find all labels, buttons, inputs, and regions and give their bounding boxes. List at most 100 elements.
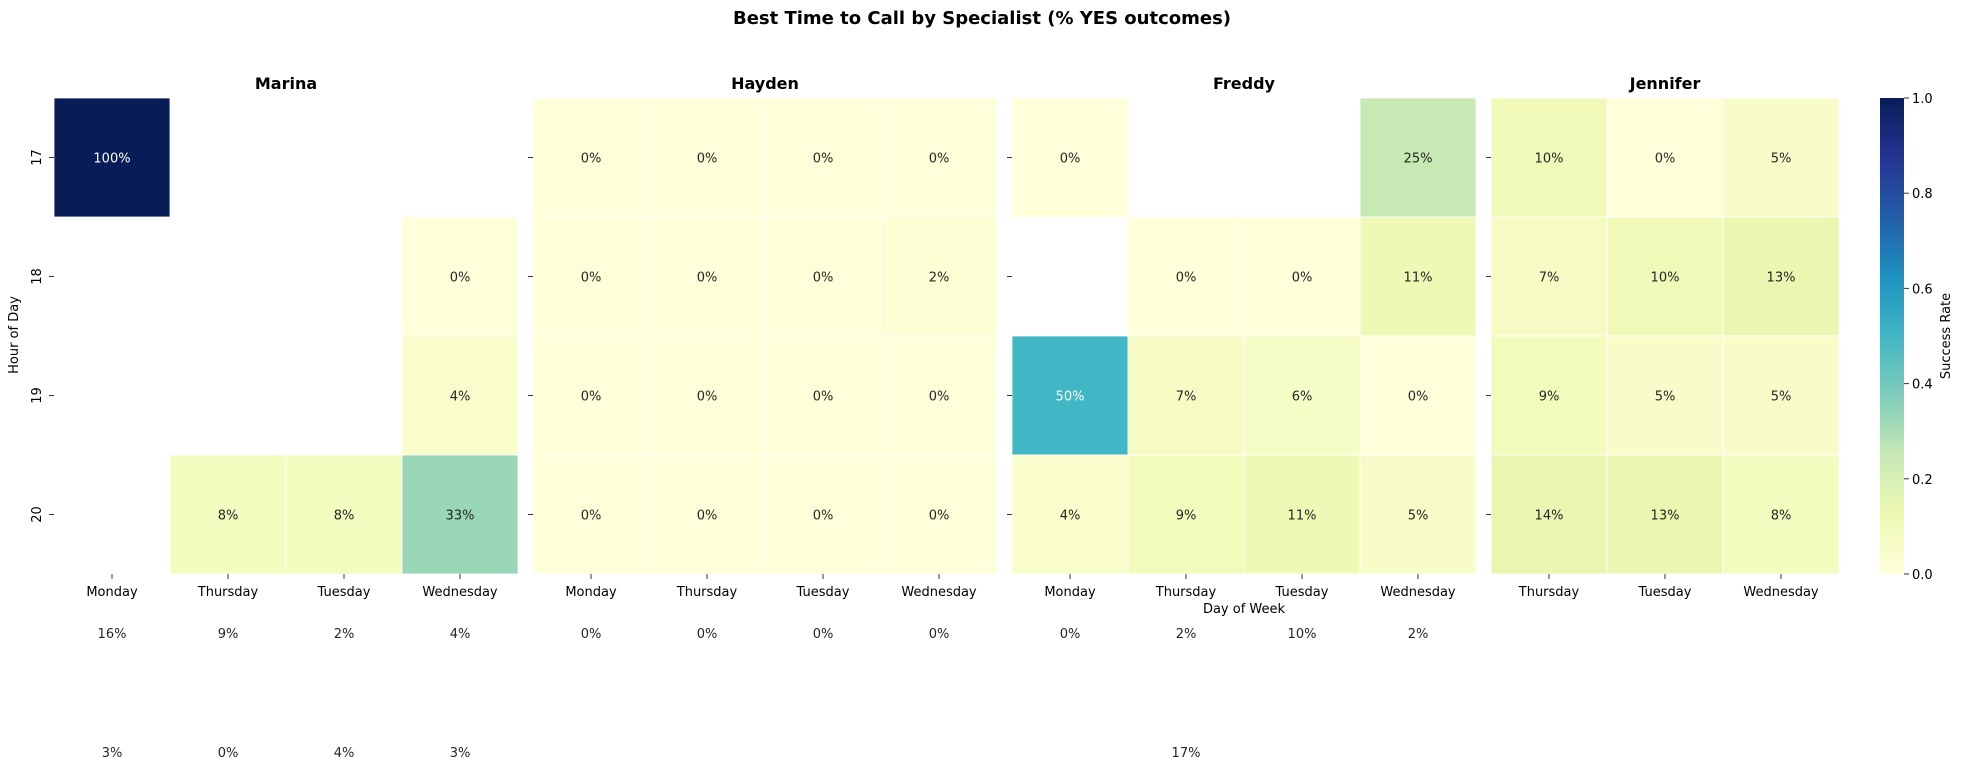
x-axis-label: Day of Week — [1203, 602, 1286, 617]
heatmap-panels: Marina 100% 0% 4% 8% 8% 33% Monday Thursday Tuesd… — [30, 74, 1840, 600]
cell-label: 0% — [813, 271, 834, 286]
cell-label: 50% — [1056, 390, 1085, 405]
cell-label: 13% — [1767, 271, 1796, 286]
y-tick-label: 19 — [30, 387, 45, 404]
cell-label: 0% — [697, 152, 718, 167]
cell-label: 0% — [697, 390, 718, 405]
heatmap-cell — [764, 454, 882, 575]
x-tick-label: Monday — [86, 585, 138, 600]
x-tick-label: Tuesday — [1638, 585, 1692, 600]
cell-label: 5% — [1655, 390, 1676, 405]
heatmap-cell — [532, 454, 650, 575]
cell-label: 14% — [1535, 509, 1564, 524]
heatmap-cell — [532, 216, 650, 337]
heatmap-cell — [169, 454, 287, 575]
cell-label: 0% — [450, 271, 471, 286]
overflow-label: 0% — [929, 627, 950, 642]
cell-label: 5% — [1771, 152, 1792, 167]
colorbar-tick-label: 0.4 — [1912, 378, 1933, 393]
cell-label: 13% — [1651, 509, 1680, 524]
colorbar: 0.0 0.2 0.4 0.6 0.8 1.0 Success Rate — [1880, 92, 1954, 583]
colorbar-tick-label: 0.2 — [1912, 473, 1933, 488]
heatmap-cell — [285, 454, 403, 575]
cell-label: 0% — [697, 271, 718, 286]
heatmap-cell — [53, 97, 171, 218]
panel-title: Hayden — [731, 74, 799, 93]
x-tick-label: Thursday — [1155, 585, 1217, 600]
overflow-label: 2% — [1176, 627, 1197, 642]
cell-label: 8% — [218, 509, 239, 524]
overflow-label: 2% — [334, 627, 355, 642]
cell-label: 25% — [1404, 152, 1433, 167]
heatmap-cell — [401, 216, 519, 337]
cell-label: 9% — [1539, 390, 1560, 405]
overflow-label: 0% — [581, 627, 602, 642]
cell-label: 33% — [446, 509, 475, 524]
cell-label: 7% — [1176, 390, 1197, 405]
overflow-labels: 16% 9% 2% 4% 0% 0% 0% 0% 0% 2% 10% 2% 3% 0% 4% 3% 17% — [98, 627, 1429, 761]
overflow-label: 0% — [697, 627, 718, 642]
cell-label: 0% — [929, 152, 950, 167]
overflow-label: 4% — [450, 627, 471, 642]
heatmap-cell — [764, 335, 882, 456]
x-tick-label: Monday — [565, 585, 617, 600]
heatmap-cell — [648, 454, 766, 575]
colorbar-tick-label: 0.6 — [1912, 282, 1933, 297]
heatmap-cell — [401, 454, 519, 575]
colorbar-tick-label: 1.0 — [1912, 92, 1933, 107]
cell-label: 0% — [581, 152, 602, 167]
cell-label: 11% — [1288, 509, 1317, 524]
cell-label: 0% — [1408, 390, 1429, 405]
overflow-label: 0% — [813, 627, 834, 642]
heatmap-cell — [1359, 216, 1477, 337]
heatmap-cell — [1243, 216, 1361, 337]
colorbar-tick-label: 0.8 — [1912, 187, 1933, 202]
cell-label: 9% — [1176, 509, 1197, 524]
cell-label: 6% — [1292, 390, 1313, 405]
cell-label: 0% — [1060, 152, 1081, 167]
cell-label: 0% — [929, 509, 950, 524]
heatmap-cell — [1490, 216, 1608, 337]
heatmap-cell — [880, 335, 998, 456]
overflow-label: 9% — [218, 627, 239, 642]
overflow-label: 3% — [450, 746, 471, 761]
heatmap-cell — [1127, 454, 1245, 575]
panel-title: Jennifer — [1629, 74, 1701, 93]
cell-label: 0% — [929, 390, 950, 405]
cell-label: 8% — [334, 509, 355, 524]
cell-label: 100% — [93, 152, 130, 167]
panel-hayden: Hayden 0% 0% 0% 0% 0% 0% 0% 2% 0% 0% 0% 0% 0% 0% 0% 0% Mo… — [528, 74, 998, 600]
cell-label: 0% — [813, 152, 834, 167]
cell-label: 0% — [581, 509, 602, 524]
heatmap-cell — [1359, 454, 1477, 575]
heatmap-cell — [648, 97, 766, 218]
heatmap-cell — [1722, 454, 1840, 575]
overflow-label: 10% — [1288, 627, 1317, 642]
x-tick-label: Thursday — [1518, 585, 1580, 600]
y-tick-label: 18 — [30, 268, 45, 285]
overflow-label: 4% — [334, 746, 355, 761]
cell-label: 0% — [813, 509, 834, 524]
y-axis-label: Hour of Day — [7, 296, 22, 374]
cell-label: 5% — [1408, 509, 1429, 524]
x-tick-label: Tuesday — [796, 585, 850, 600]
overflow-label: 0% — [1060, 627, 1081, 642]
x-tick-label: Tuesday — [1275, 585, 1329, 600]
heatmap-cell — [1606, 454, 1724, 575]
cell-label: 2% — [929, 271, 950, 286]
x-tick-label: Thursday — [676, 585, 738, 600]
cell-label: 0% — [697, 509, 718, 524]
heatmap-cell — [532, 335, 650, 456]
overflow-label: 3% — [102, 746, 123, 761]
y-tick-label: 17 — [30, 149, 45, 166]
chart-title: Best Time to Call by Specialist (% YES o… — [733, 8, 1231, 29]
cell-label: 0% — [813, 390, 834, 405]
cell-label: 10% — [1651, 271, 1680, 286]
x-tick-label: Monday — [1044, 585, 1096, 600]
heatmap-cell — [1606, 335, 1724, 456]
x-tick-label: Wednesday — [1743, 585, 1819, 600]
heatmap-cell — [532, 97, 650, 218]
cell-label: 11% — [1404, 271, 1433, 286]
heatmap-cell — [880, 216, 998, 337]
